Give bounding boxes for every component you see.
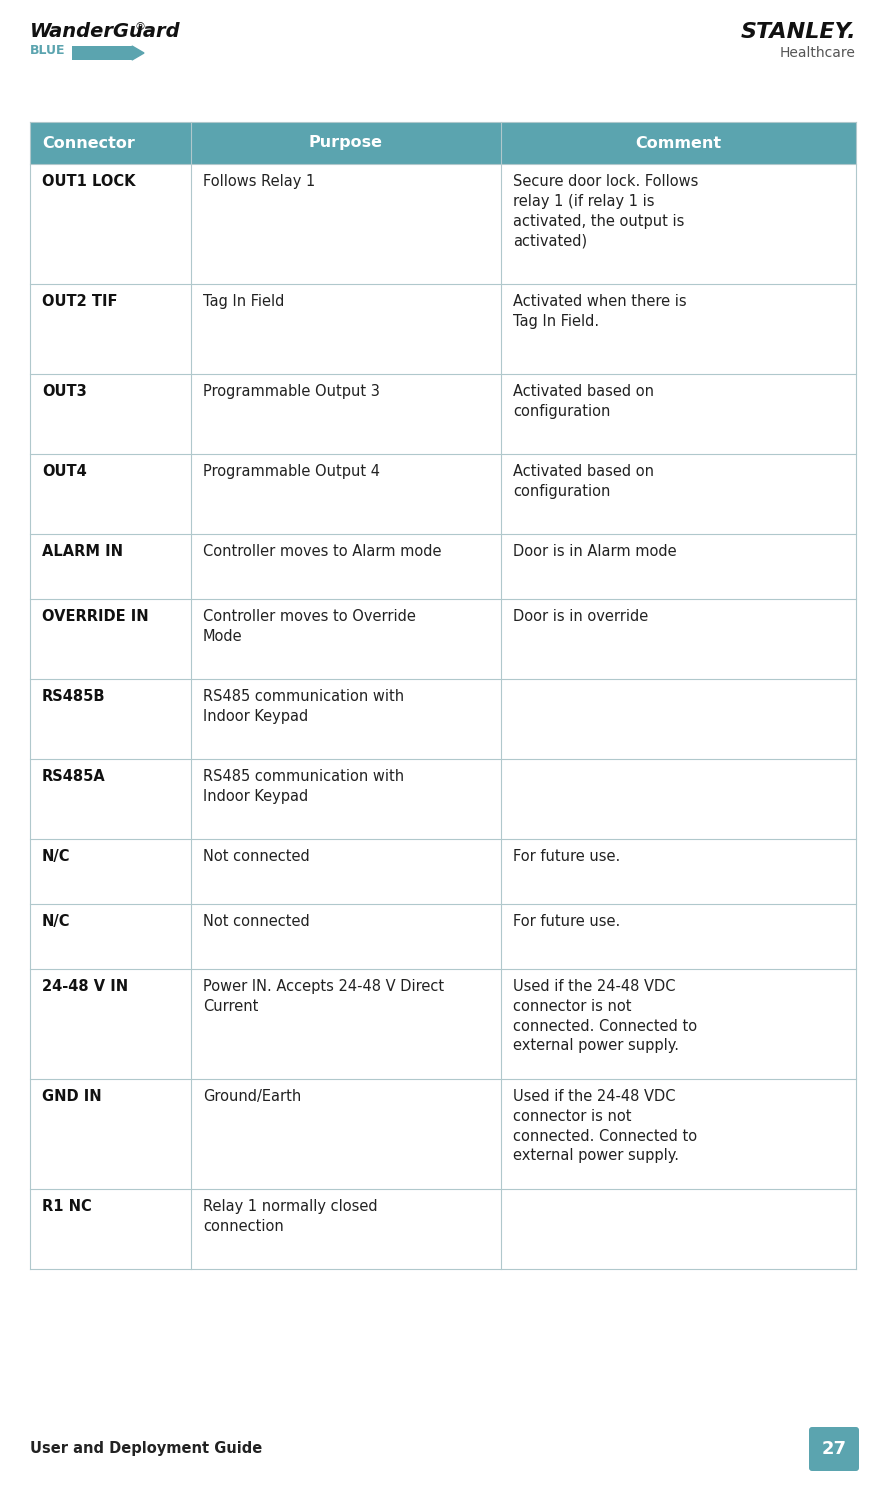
Bar xyxy=(30,839,856,904)
Text: STANLEY.: STANLEY. xyxy=(741,22,856,42)
Text: BLUE: BLUE xyxy=(30,45,66,57)
Text: Controller moves to Override
Mode: Controller moves to Override Mode xyxy=(203,610,416,644)
Bar xyxy=(30,1080,856,1190)
Text: RS485A: RS485A xyxy=(42,769,105,784)
Bar xyxy=(30,122,856,164)
Bar xyxy=(30,164,856,284)
Text: Relay 1 normally closed
connection: Relay 1 normally closed connection xyxy=(203,1199,377,1234)
Bar xyxy=(30,454,856,534)
Text: For future use.: For future use. xyxy=(513,915,620,929)
Text: Activated based on
configuration: Activated based on configuration xyxy=(513,464,654,498)
Text: 27: 27 xyxy=(821,1439,846,1457)
Bar xyxy=(30,970,856,1080)
Bar xyxy=(30,375,856,454)
Text: OUT4: OUT4 xyxy=(42,464,87,479)
Bar xyxy=(72,46,132,59)
Text: Connector: Connector xyxy=(42,135,135,150)
Text: OVERRIDE IN: OVERRIDE IN xyxy=(42,610,149,625)
Text: User and Deployment Guide: User and Deployment Guide xyxy=(30,1441,262,1456)
Bar xyxy=(30,534,856,599)
Text: Door is in override: Door is in override xyxy=(513,610,648,625)
Text: Door is in Alarm mode: Door is in Alarm mode xyxy=(513,544,676,559)
Text: Programmable Output 4: Programmable Output 4 xyxy=(203,464,380,479)
Text: RS485 communication with
Indoor Keypad: RS485 communication with Indoor Keypad xyxy=(203,769,404,804)
Text: OUT2 TIF: OUT2 TIF xyxy=(42,294,118,309)
Text: N/C: N/C xyxy=(42,849,71,864)
Text: Not connected: Not connected xyxy=(203,849,310,864)
Text: Controller moves to Alarm mode: Controller moves to Alarm mode xyxy=(203,544,441,559)
Text: OUT1 LOCK: OUT1 LOCK xyxy=(42,174,136,189)
Text: Follows Relay 1: Follows Relay 1 xyxy=(203,174,315,189)
Text: Healthcare: Healthcare xyxy=(781,46,856,59)
Text: OUT3: OUT3 xyxy=(42,384,87,399)
Text: For future use.: For future use. xyxy=(513,849,620,864)
Text: Used if the 24-48 VDC
connector is not
connected. Connected to
external power su: Used if the 24-48 VDC connector is not c… xyxy=(513,1088,697,1163)
Text: N/C: N/C xyxy=(42,915,71,929)
Bar xyxy=(30,1190,856,1268)
Text: Used if the 24-48 VDC
connector is not
connected. Connected to
external power su: Used if the 24-48 VDC connector is not c… xyxy=(513,978,697,1053)
Text: ALARM IN: ALARM IN xyxy=(42,544,123,559)
Text: Secure door lock. Follows
relay 1 (if relay 1 is
activated, the output is
activa: Secure door lock. Follows relay 1 (if re… xyxy=(513,174,698,248)
Text: 24-48 V IN: 24-48 V IN xyxy=(42,978,128,993)
Bar xyxy=(30,758,856,839)
Text: Comment: Comment xyxy=(635,135,721,150)
Text: Not connected: Not connected xyxy=(203,915,310,929)
Polygon shape xyxy=(132,46,144,59)
Bar xyxy=(30,599,856,680)
Text: Activated based on
configuration: Activated based on configuration xyxy=(513,384,654,419)
FancyBboxPatch shape xyxy=(809,1428,859,1471)
Text: GND IN: GND IN xyxy=(42,1088,102,1103)
Text: RS485 communication with
Indoor Keypad: RS485 communication with Indoor Keypad xyxy=(203,688,404,724)
Text: R1 NC: R1 NC xyxy=(42,1199,92,1213)
Bar xyxy=(30,284,856,375)
Text: RS485B: RS485B xyxy=(42,688,105,703)
Text: Ground/Earth: Ground/Earth xyxy=(203,1088,301,1103)
Text: Power IN. Accepts 24-48 V Direct
Current: Power IN. Accepts 24-48 V Direct Current xyxy=(203,978,444,1014)
Text: Activated when there is
Tag In Field.: Activated when there is Tag In Field. xyxy=(513,294,687,329)
Text: Programmable Output 3: Programmable Output 3 xyxy=(203,384,380,399)
Text: Tag In Field: Tag In Field xyxy=(203,294,284,309)
Bar xyxy=(30,680,856,758)
Text: WanderGuard: WanderGuard xyxy=(30,22,181,42)
Text: ®: ® xyxy=(135,22,146,33)
Text: Purpose: Purpose xyxy=(309,135,383,150)
Bar xyxy=(30,904,856,970)
